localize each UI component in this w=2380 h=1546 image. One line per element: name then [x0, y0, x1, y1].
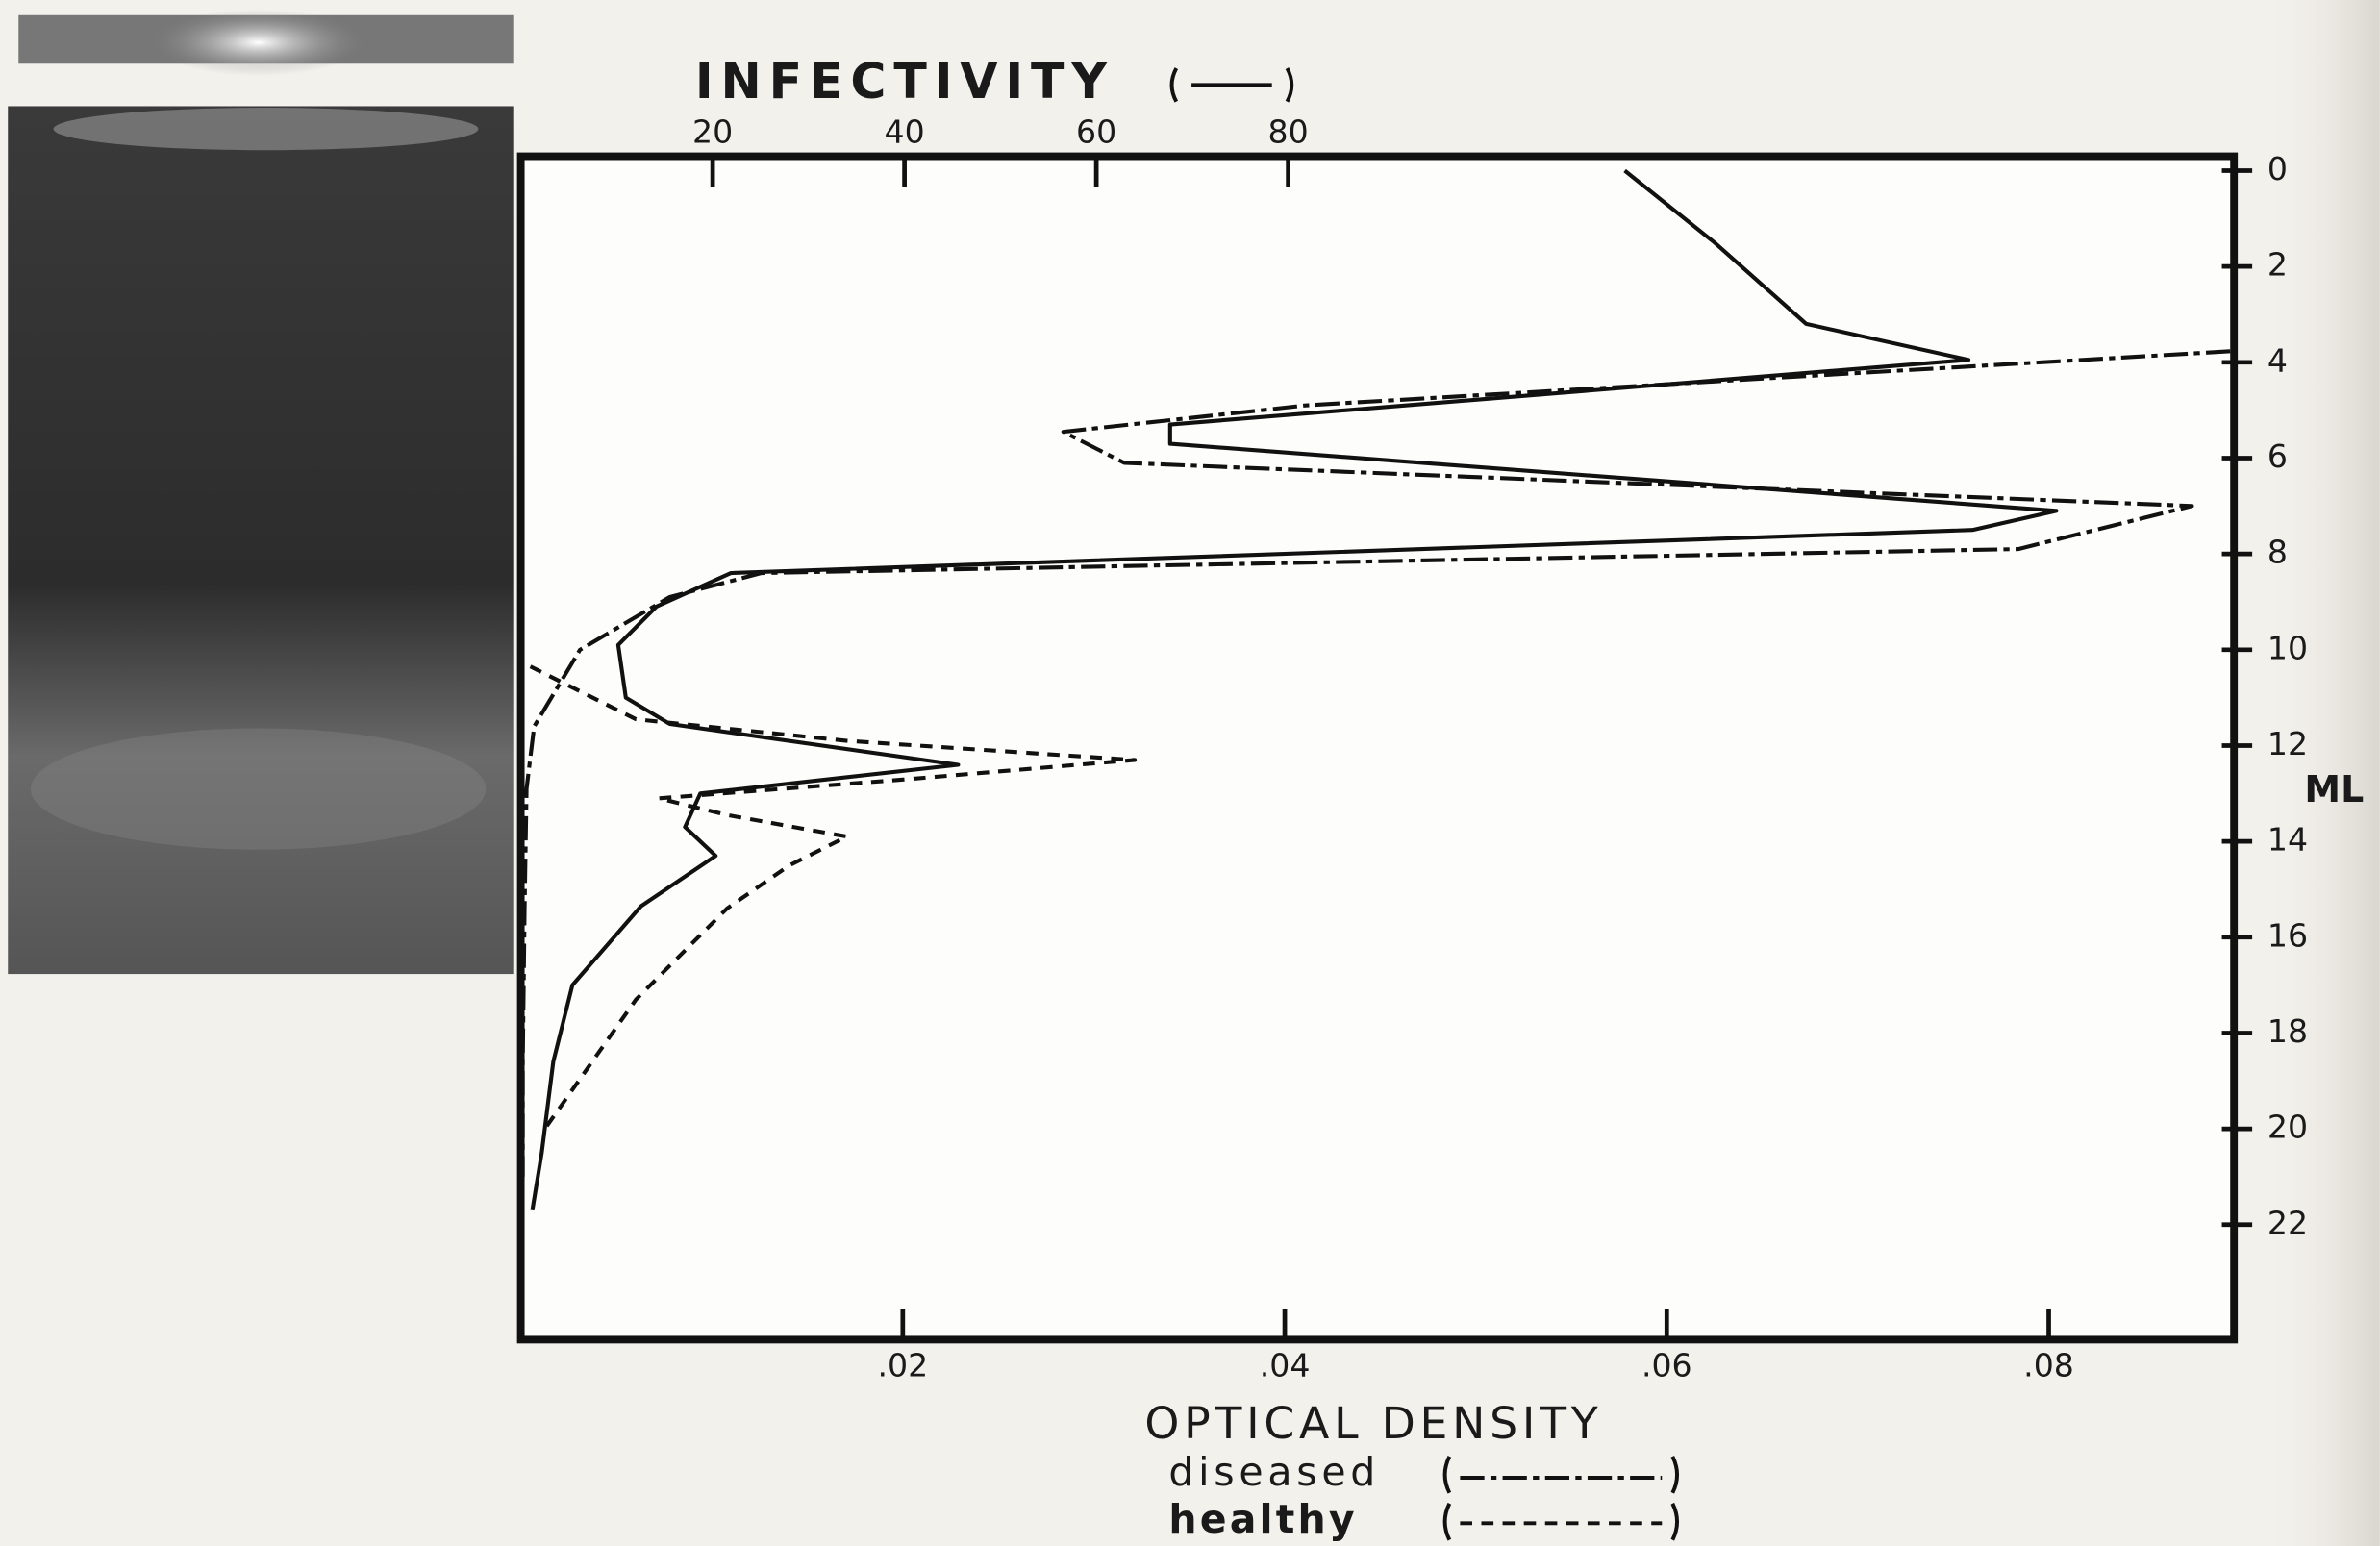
x-tick-label: 16 — [2267, 916, 2308, 954]
y2-tick-label: 60 — [1076, 112, 1116, 150]
x-tick-label: 6 — [2267, 437, 2288, 475]
y-tick-label: .04 — [1260, 1346, 1311, 1384]
chart: INFECTIVITY ML OPTICAL DENSITY diseased … — [0, 0, 2380, 1546]
y2-tick-label: 80 — [1268, 112, 1309, 150]
infectivity-label: INFECTIVITY — [695, 53, 1115, 110]
x-tick-label: 8 — [2267, 534, 2288, 571]
y2-tick-label: 20 — [692, 112, 733, 150]
plot-frame — [521, 157, 2235, 1340]
x-tick-label: 4 — [2267, 341, 2288, 379]
x-tick-label: 12 — [2267, 725, 2308, 762]
ml-label: ML — [2304, 768, 2364, 810]
x-tick-label: 2 — [2267, 246, 2288, 284]
x-tick-label: 22 — [2267, 1204, 2308, 1241]
y-tick-label: .06 — [1641, 1346, 1692, 1384]
x-tick-label: 14 — [2267, 821, 2308, 859]
legend-diseased: diseased — [1168, 1449, 1380, 1495]
y2-tick-label: 40 — [885, 112, 925, 150]
x-tick-label: 20 — [2267, 1109, 2308, 1146]
y-tick-label: .08 — [2023, 1346, 2074, 1384]
x-tick-label: 10 — [2267, 629, 2308, 666]
y-tick-label: .02 — [877, 1346, 928, 1384]
legend-healthy: healthy — [1168, 1496, 1357, 1542]
od-label: OPTICAL DENSITY — [1144, 1398, 1602, 1449]
tube-photo — [8, 9, 513, 974]
x-tick-label: 18 — [2267, 1012, 2308, 1050]
x-tick-label: 0 — [2267, 150, 2288, 187]
page: {"chart_data": { "type": "line", "x_labe… — [0, 0, 2380, 1546]
